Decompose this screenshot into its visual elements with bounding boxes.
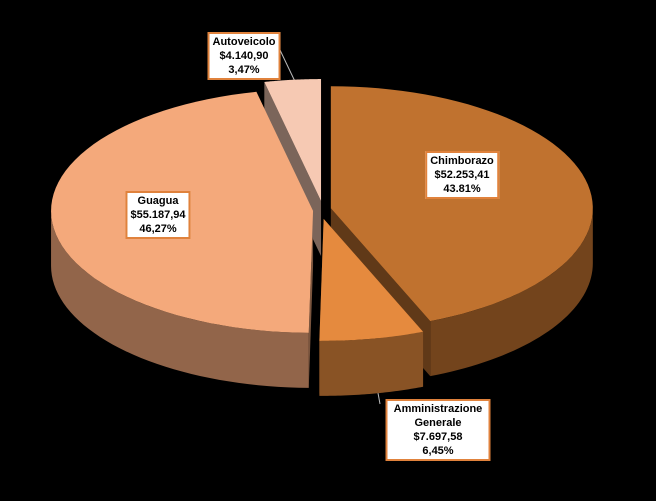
slice bbox=[319, 218, 424, 341]
value-label: $52.253,41 bbox=[434, 169, 490, 181]
slice-side bbox=[51, 210, 309, 388]
slice bbox=[330, 86, 593, 322]
category-label: Amministrazione Generale bbox=[393, 403, 483, 429]
data-label: Guagua $55.187,94 46,27% bbox=[125, 191, 191, 239]
data-label: Amministrazione Generale $7.697,58 6,45% bbox=[385, 399, 491, 461]
slice bbox=[264, 79, 322, 202]
category-label: Chimborazo bbox=[430, 155, 494, 167]
percent-label: 43.81% bbox=[443, 183, 481, 195]
category-label: Autoveicolo bbox=[212, 36, 276, 48]
slice-side bbox=[319, 331, 424, 396]
value-label: $7.697,58 bbox=[413, 431, 463, 443]
percent-label: 46,27% bbox=[139, 223, 177, 235]
data-label: Chimborazo $52.253,41 43.81% bbox=[425, 151, 499, 199]
data-label: Autoveicolo $4.140,90 3,47% bbox=[207, 32, 281, 80]
percent-label: 6,45% bbox=[422, 445, 454, 457]
slice-side bbox=[430, 208, 593, 377]
category-label: Guagua bbox=[137, 195, 179, 207]
value-label: $55.187,94 bbox=[130, 209, 186, 221]
percent-label: 3,47% bbox=[228, 64, 260, 76]
value-label: $4.140,90 bbox=[219, 50, 269, 62]
